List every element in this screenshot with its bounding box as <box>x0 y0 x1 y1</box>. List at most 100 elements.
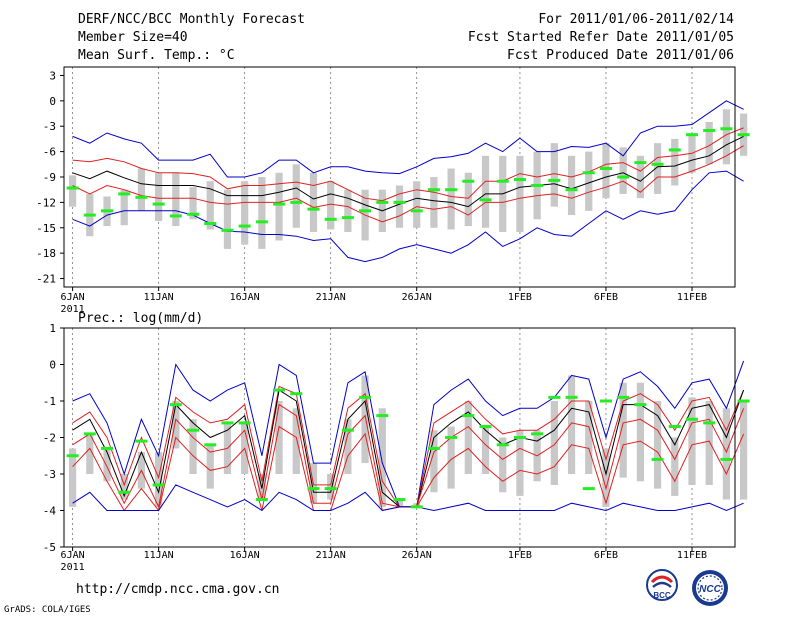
prec-frame <box>63 327 736 548</box>
temp-marker <box>393 200 406 204</box>
start-refer-date: Fcst Started Refer Date 2011/01/05 <box>467 30 734 45</box>
temp-series-ensemble-mean <box>72 135 744 212</box>
temp-box <box>206 181 214 230</box>
temp-marker <box>720 127 733 131</box>
temp-box <box>309 172 318 232</box>
prec-title: Prec.: log(mm/d) <box>78 311 203 326</box>
temp-box <box>481 155 490 228</box>
prec-box <box>378 408 386 507</box>
prec-marker <box>513 436 526 439</box>
prec-marker <box>187 428 200 432</box>
prec-xtick-label: 11JAN <box>144 550 174 561</box>
temp-ytick-label: -9 <box>43 171 56 184</box>
prec-box <box>602 448 610 507</box>
temp-box <box>722 109 731 165</box>
temp-box <box>602 143 610 199</box>
temp-marker <box>513 178 526 182</box>
temp-box <box>120 189 128 226</box>
temp-marker <box>359 209 372 213</box>
prec-marker <box>290 392 303 396</box>
prec-marker <box>445 436 458 439</box>
temp-box <box>653 143 662 194</box>
prec-xtick-label: 1FEB <box>508 550 532 561</box>
prec-box <box>172 401 180 449</box>
prec-ytick-label: -2 <box>43 432 56 445</box>
temp-box <box>585 151 593 211</box>
prec-xtick-label: 6JAN <box>61 550 85 561</box>
temp-ytick-label: -3 <box>43 120 56 133</box>
temp-box <box>241 181 249 245</box>
temp-box <box>258 177 266 249</box>
ncc-logo-text: NCC <box>699 584 721 595</box>
prec-marker <box>101 446 114 450</box>
temp-xtick-label: 6FEB <box>594 292 618 303</box>
prec-box <box>705 401 713 485</box>
prec-marker <box>427 446 440 450</box>
temp-ytick-label: -21 <box>36 273 56 286</box>
temp-series-lower-outer <box>72 170 744 263</box>
prec-marker <box>565 395 578 399</box>
temp-marker <box>565 188 578 192</box>
prec-box <box>464 401 472 474</box>
prec-box <box>206 444 214 489</box>
prec-marker <box>720 457 733 461</box>
temp-box <box>395 185 404 228</box>
prec-marker <box>221 421 234 425</box>
temp-marker <box>376 200 389 204</box>
prec-box <box>327 474 335 500</box>
prec-marker <box>599 399 612 403</box>
temp-marker <box>221 228 234 232</box>
prec-marker <box>273 388 286 392</box>
temp-series-upper-outer <box>72 100 744 178</box>
temp-box <box>68 175 77 207</box>
temp-marker <box>651 162 664 166</box>
prec-marker <box>307 487 320 491</box>
temp-box <box>189 187 197 220</box>
temp-marker <box>599 167 612 171</box>
prec-marker <box>152 483 165 487</box>
temp-marker <box>634 161 647 165</box>
temp-ytick-label: 0 <box>49 95 56 108</box>
prec-box <box>189 419 197 474</box>
prec-box <box>653 401 662 489</box>
temp-box <box>619 147 627 194</box>
prec-box <box>447 426 455 489</box>
prec-marker <box>703 421 716 425</box>
temp-marker <box>668 148 681 152</box>
temp-marker <box>582 171 595 175</box>
website-url[interactable]: http://cmdp.ncc.cma.gov.cn <box>76 582 280 597</box>
temp-marker <box>66 186 79 190</box>
prec-xtick-label: 26JAN <box>402 550 432 561</box>
temp-box <box>137 168 146 211</box>
temp-marker <box>341 216 354 220</box>
prec-marker <box>238 421 251 425</box>
prec-box <box>344 419 352 474</box>
forecast-period: For 2011/01/06-2011/02/14 <box>538 12 734 27</box>
prec-marker <box>582 487 595 491</box>
prec-marker <box>651 457 664 461</box>
prec-box <box>481 426 490 474</box>
prec-marker <box>324 487 337 491</box>
bcc-logo: BCC <box>646 569 678 601</box>
prec-marker <box>376 414 389 418</box>
ncc-logo: NCC <box>692 570 728 606</box>
temp-frame <box>63 66 736 288</box>
prec-box <box>671 437 679 496</box>
prec-ytick-label: -1 <box>43 395 56 408</box>
prec-box <box>550 401 558 485</box>
temp-marker <box>118 192 131 196</box>
prec-box <box>155 452 163 507</box>
prec-marker <box>685 417 698 421</box>
prec-box <box>275 401 283 474</box>
prec-marker <box>531 432 544 436</box>
prec-box <box>103 448 111 482</box>
prec-year-label: 2011 <box>61 562 85 573</box>
prec-marker <box>66 454 79 458</box>
temp-xtick-label: 11JAN <box>144 292 174 303</box>
temp-marker <box>273 202 286 206</box>
temp-xtick-label: 6JAN <box>61 292 85 303</box>
temp-marker <box>427 188 440 192</box>
temp-xtick-label: 21JAN <box>316 292 346 303</box>
prec-marker <box>496 443 509 447</box>
prec-box <box>395 499 404 507</box>
